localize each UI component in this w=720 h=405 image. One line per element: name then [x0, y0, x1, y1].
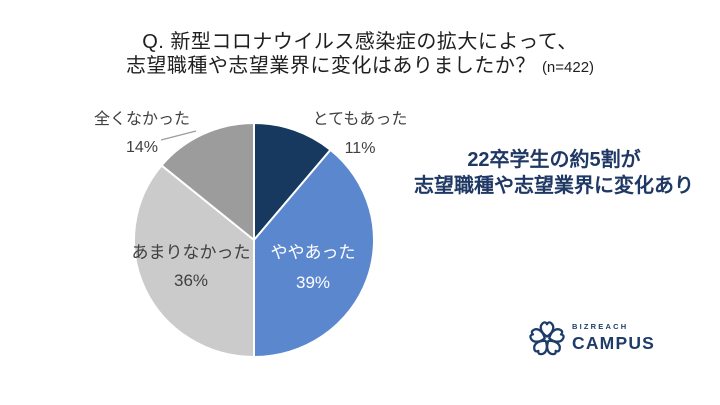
slice-pct-text: 39% — [295, 273, 331, 292]
sample-size: (n=422) — [541, 59, 595, 76]
pie-slice-4 — [160, 121, 255, 243]
headline-takeaway: 22卒学生の約5割が 志望職種や志望業界に変化あり — [408, 148, 700, 198]
slice-label-yaya-atta: ややあった 39% — [253, 243, 373, 293]
leader-line — [160, 130, 197, 141]
pie-slices-group — [133, 121, 375, 359]
title-line-1: Q. 新型コロナウイルス感染症の拡大によって、 — [142, 31, 578, 53]
pie-slice-3 — [133, 164, 255, 359]
slice-pct-text: 36% — [173, 271, 209, 290]
logo-text: BIZREACH CAMPUS — [572, 322, 655, 354]
pie-slice-2 — [253, 148, 375, 359]
sakura-petal — [529, 328, 546, 343]
slice-label-text: とてもあった — [312, 111, 408, 128]
sakura-petal — [539, 321, 555, 338]
title-line-2: 志望職種や志望業界に変化はありましたか？ (n=422) — [0, 54, 720, 80]
logo-brand-top: BIZREACH — [572, 322, 629, 331]
slice-label-amari-nakatta: あまりなかった 36% — [116, 243, 266, 291]
sakura-petal — [548, 328, 565, 343]
slice-label-text: 全くなかった — [93, 111, 190, 128]
slice-label-zenku-nakatta: 全くなかった 14% — [67, 110, 217, 158]
logo-brand-bottom: CAMPUS — [572, 333, 656, 353]
pie-slice-1 — [253, 121, 332, 243]
chart-question-title: Q. 新型コロナウイルス感染症の拡大によって、 志望職種や志望業界に変化はありま… — [0, 30, 720, 80]
headline-line-2: 志望職種や志望業界に変化あり — [414, 175, 694, 197]
sakura-petal — [546, 339, 561, 356]
headline-line-1: 22卒学生の約5割が — [467, 149, 641, 171]
slice-pct-text: 14% — [125, 139, 159, 156]
slice-label-totemo-atta: とてもあった 11% — [290, 110, 430, 159]
bizreach-campus-logo: BIZREACH CAMPUS — [528, 317, 678, 362]
title-line-2-text: 志望職種や志望業界に変化はありましたか？ — [125, 55, 536, 77]
sakura-flower-icon — [529, 321, 565, 356]
sakura-petal — [533, 339, 548, 356]
slice-label-text: あまりなかった — [131, 243, 251, 262]
slice-pct-text: 11% — [344, 140, 376, 157]
slice-label-text: ややあった — [270, 243, 356, 262]
